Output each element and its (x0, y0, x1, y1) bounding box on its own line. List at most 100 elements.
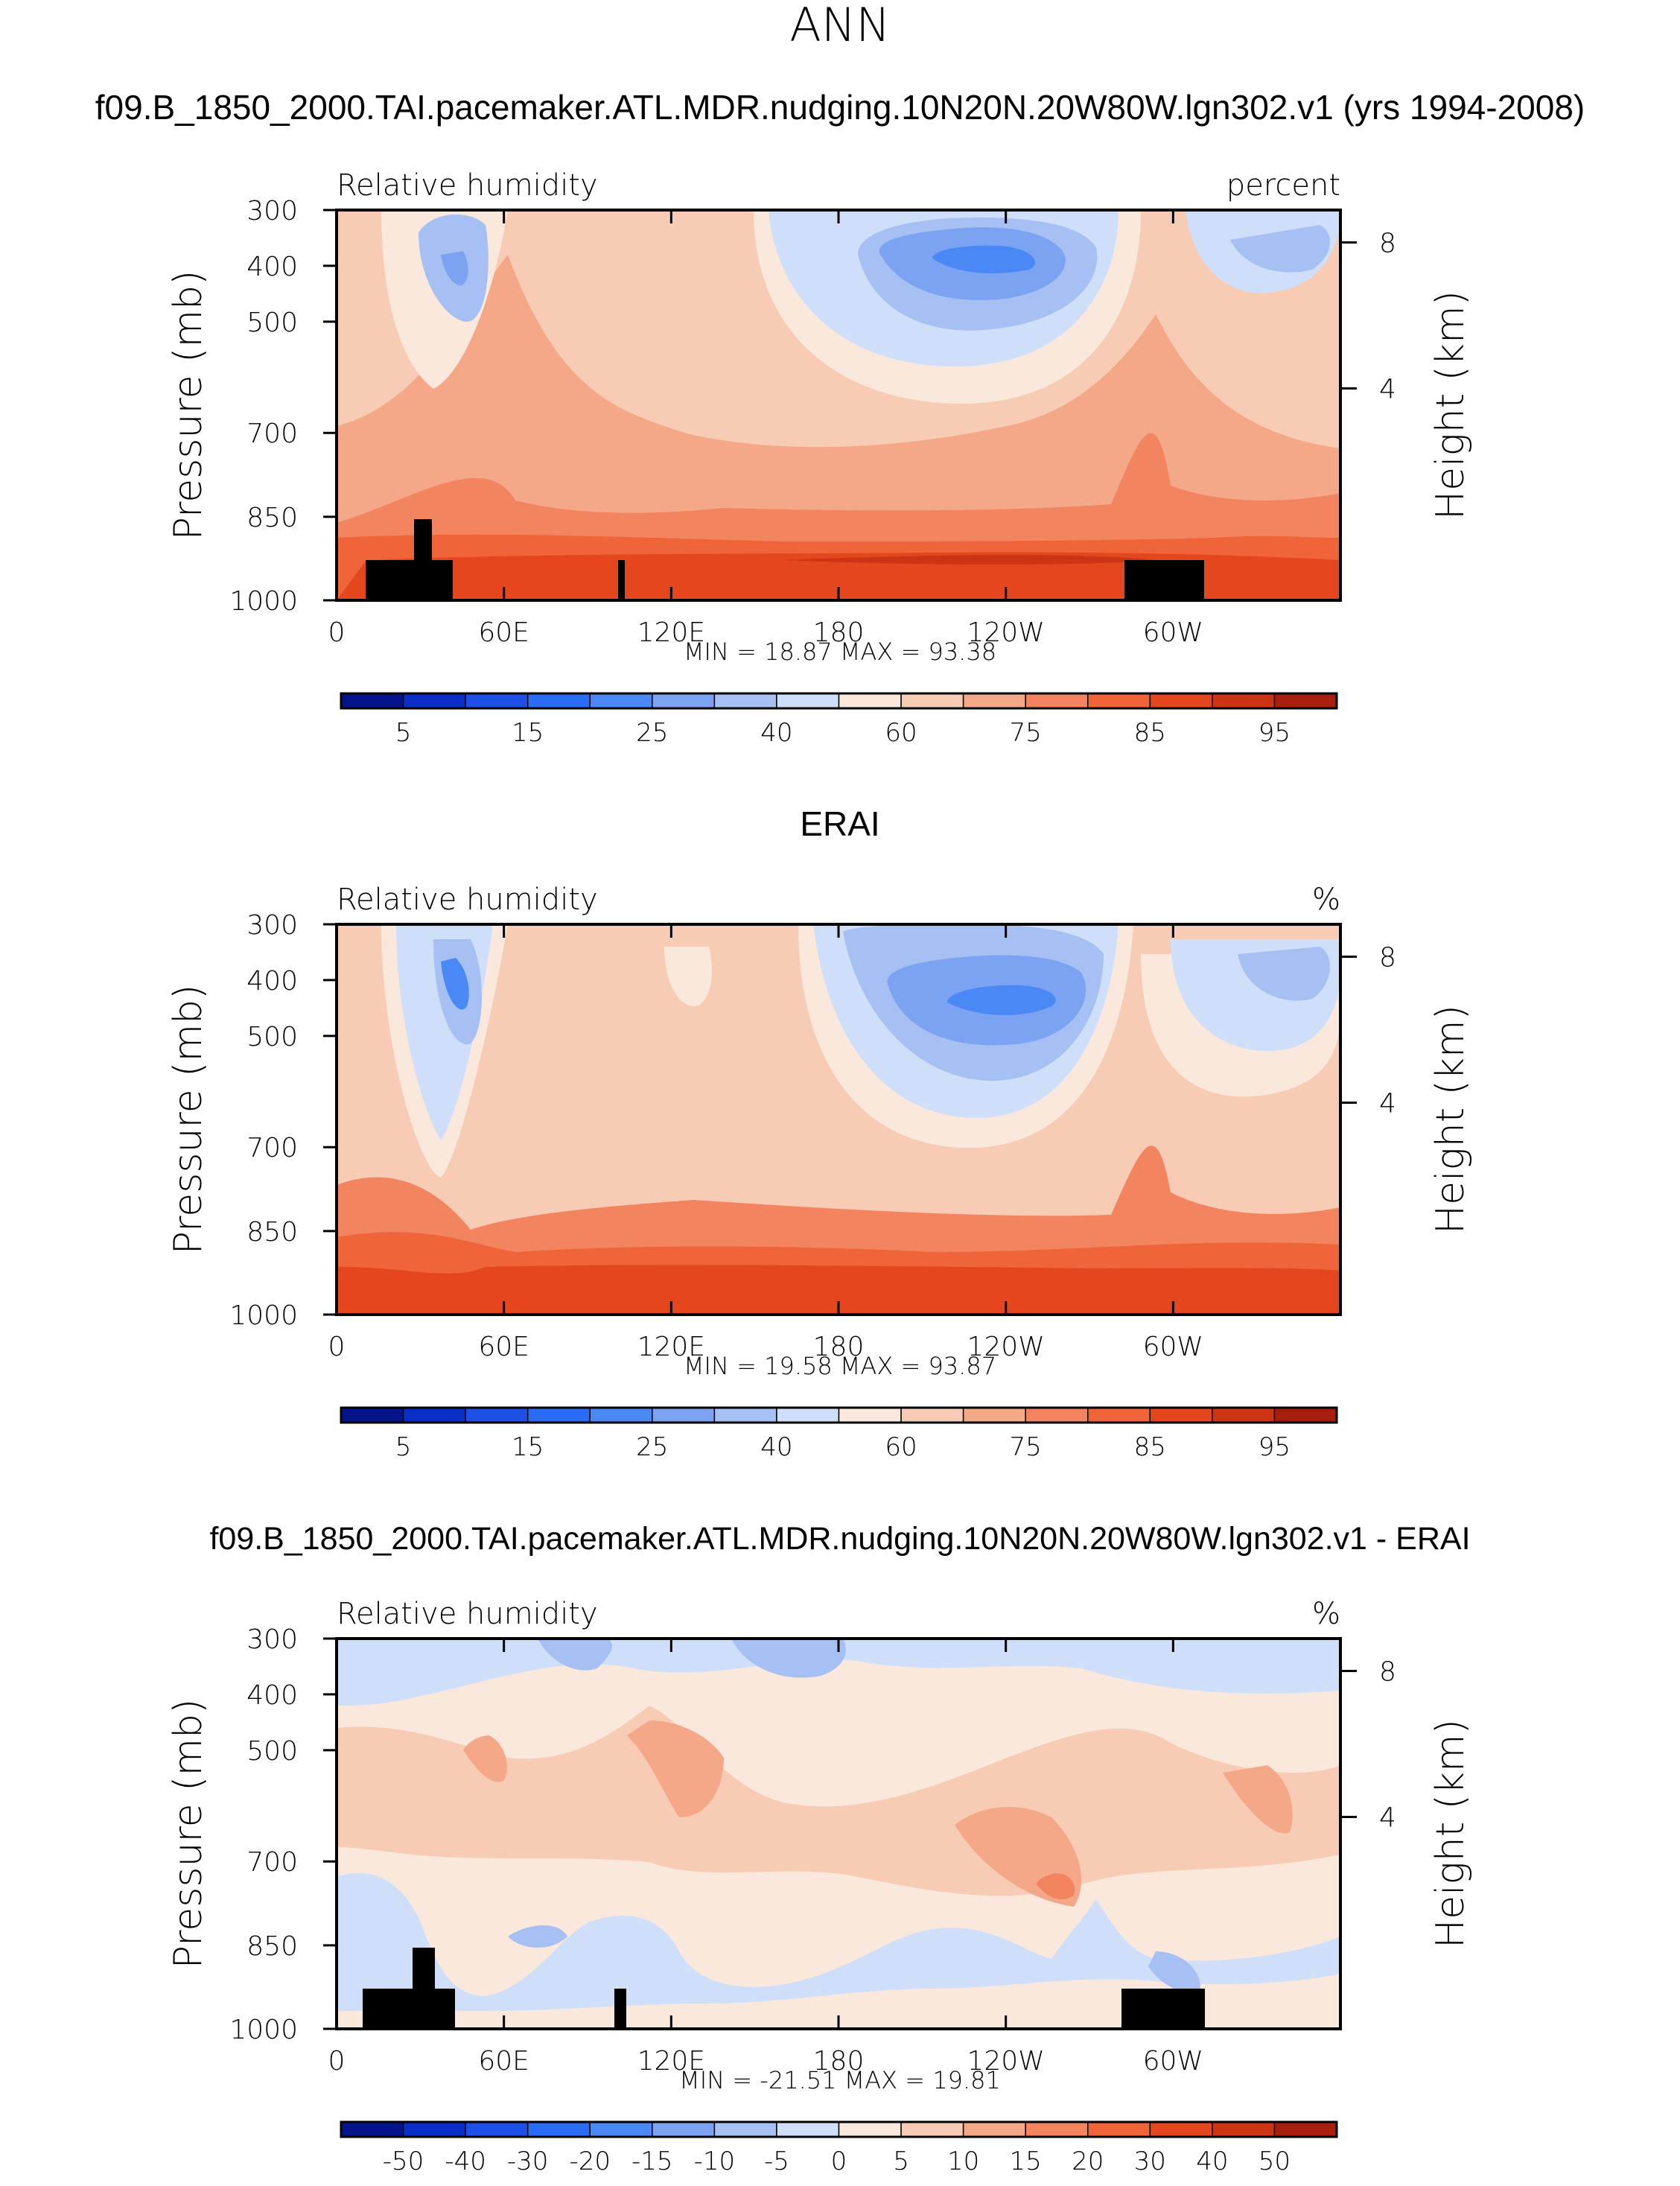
x-tick-label: 60W (1143, 617, 1203, 648)
y-tick-label: 300 (246, 910, 298, 941)
y-tick-label: 850 (246, 1931, 298, 1962)
y-tick-label: 850 (246, 1217, 298, 1248)
contour-band (337, 552, 1340, 600)
contour-band (1037, 1873, 1075, 1899)
colorbar-swatch (962, 693, 1026, 709)
contour-band (463, 1735, 507, 1782)
colorbar-swatch (402, 693, 466, 709)
y-tick-label: 850 (246, 503, 298, 533)
x-tick-label: 0 (328, 617, 346, 648)
colorbar-swatch (465, 693, 529, 709)
colorbar-swatch (1212, 2121, 1276, 2138)
y2-tick-label: 4 (1379, 1088, 1396, 1119)
x-tick-label: 120W (967, 1332, 1045, 1362)
colorbar-swatch (526, 693, 591, 709)
min-max-stats: MIN = 19.58 MAX = 93.87 (684, 1352, 996, 1380)
y-tick-label: 400 (246, 966, 298, 997)
colorbar-swatch (900, 1407, 964, 1423)
y2-tick-label: 8 (1379, 228, 1396, 258)
terrain-mask (363, 1989, 455, 2029)
contour-field (337, 924, 1340, 1315)
x-tick-label: 0 (328, 1332, 346, 1362)
y-axis-title: Pressure (mb) (166, 985, 211, 1255)
colorbar-label: 60 (885, 718, 917, 748)
x-tick-label: 60W (1143, 1332, 1203, 1362)
contour-band (538, 1639, 612, 1671)
colorbar-swatch (1212, 693, 1276, 709)
colorbar-swatch (1273, 1407, 1337, 1423)
colorbar-swatch (1087, 2121, 1151, 2138)
colorbar-label: 60 (885, 1432, 917, 1462)
x-tick-label: 180 (813, 2046, 865, 2077)
colorbar-swatch (776, 693, 840, 709)
colorbar-swatch (838, 693, 902, 709)
colorbar-swatch (1149, 693, 1213, 709)
y-tick-label: 400 (246, 1680, 298, 1711)
min-max-stats: MIN = 18.87 MAX = 93.38 (684, 638, 996, 666)
x-tick-label: 180 (813, 1332, 865, 1362)
colorbar-label: 30 (1134, 2147, 1166, 2176)
colorbar-label: 40 (760, 1432, 792, 1462)
contour-band (1238, 947, 1330, 1001)
colorbar-frame (340, 2120, 1338, 2138)
colorbar-label: 15 (1010, 2147, 1042, 2176)
colorbar-label: -30 (507, 2147, 549, 2176)
x-tick-label: 60E (478, 2046, 529, 2077)
colorbar-label: -10 (694, 2147, 736, 2176)
colorbar-label: 50 (1259, 2147, 1291, 2176)
colorbar-label: 40 (1196, 2147, 1228, 2176)
min-max-stats: MIN = -21.51 MAX = 19.81 (679, 2066, 1001, 2094)
colorbar-swatch (652, 693, 716, 709)
y2-axis-title: Height (km) (1428, 290, 1473, 520)
colorbar-swatch (838, 2121, 902, 2138)
colorbar-swatch (776, 2121, 840, 2138)
colorbar-frame (340, 1406, 1338, 1424)
colorbar-swatch (962, 1407, 1026, 1423)
colorbar-swatch (340, 2121, 404, 2138)
colorbar-label: -40 (445, 2147, 486, 2176)
y2-tick-label: 8 (1379, 1656, 1396, 1687)
x-tick-label: 120E (637, 1332, 705, 1362)
panel-title: f09.B_1850_2000.TAI.pacemaker.ATL.MDR.nu… (209, 1521, 1470, 1557)
colorbar-swatch (1149, 2121, 1213, 2138)
colorbar-swatch (713, 693, 777, 709)
contour-band (337, 1706, 1340, 1896)
x-tick-label: 120E (637, 2046, 705, 2077)
colorbar-swatch (1025, 693, 1089, 709)
terrain-mask (366, 560, 453, 600)
x-tick-label: 0 (328, 2046, 346, 2077)
colorbar-label: 95 (1259, 1432, 1291, 1462)
terrain-mask (414, 519, 432, 560)
contour-band (731, 1639, 846, 1678)
x-tick-label: 60W (1143, 2046, 1203, 2077)
y2-axis-title: Height (km) (1428, 1719, 1473, 1948)
y-tick-label: 1000 (229, 2015, 298, 2045)
colorbar-swatch (900, 693, 964, 709)
colorbar-label: 5 (395, 718, 412, 748)
y-tick-label: 700 (246, 419, 298, 449)
panel-2: ERAI Relative humidity % 0 60E 120E 180 120W 60W… (166, 804, 1473, 1462)
colorbar-label: 40 (760, 718, 792, 748)
variable-label: Relative humidity (337, 168, 598, 203)
y-tick-label: 500 (246, 1022, 298, 1052)
colorbar-swatch (526, 1407, 591, 1423)
y-axis-title: Pressure (mb) (166, 1699, 211, 1969)
variable-label: Relative humidity (337, 1597, 598, 1631)
contour-band (1223, 1765, 1293, 1834)
colorbar-swatch (1273, 2121, 1337, 2138)
y-tick-label: 1000 (229, 1300, 298, 1331)
contour-band (441, 958, 469, 1010)
y-tick-label: 500 (246, 308, 298, 338)
panel-title: ERAI (800, 804, 879, 843)
x-tick-label: 60E (478, 617, 529, 648)
colorbar-label: 0 (831, 2147, 847, 2176)
colorbar-swatch (1212, 1407, 1276, 1423)
colorbar-swatch (1273, 693, 1337, 709)
colorbar-swatch (465, 1407, 529, 1423)
x-tick-label: 60E (478, 1332, 529, 1362)
panel-1: f09.B_1850_2000.TAI.pacemaker.ATL.MDR.nu… (95, 88, 1585, 748)
page-title: ANN (789, 0, 890, 52)
colorbar-label: 85 (1134, 1432, 1166, 1462)
colorbar-label: 5 (395, 1432, 412, 1462)
colorbar-label: 25 (636, 1432, 668, 1462)
